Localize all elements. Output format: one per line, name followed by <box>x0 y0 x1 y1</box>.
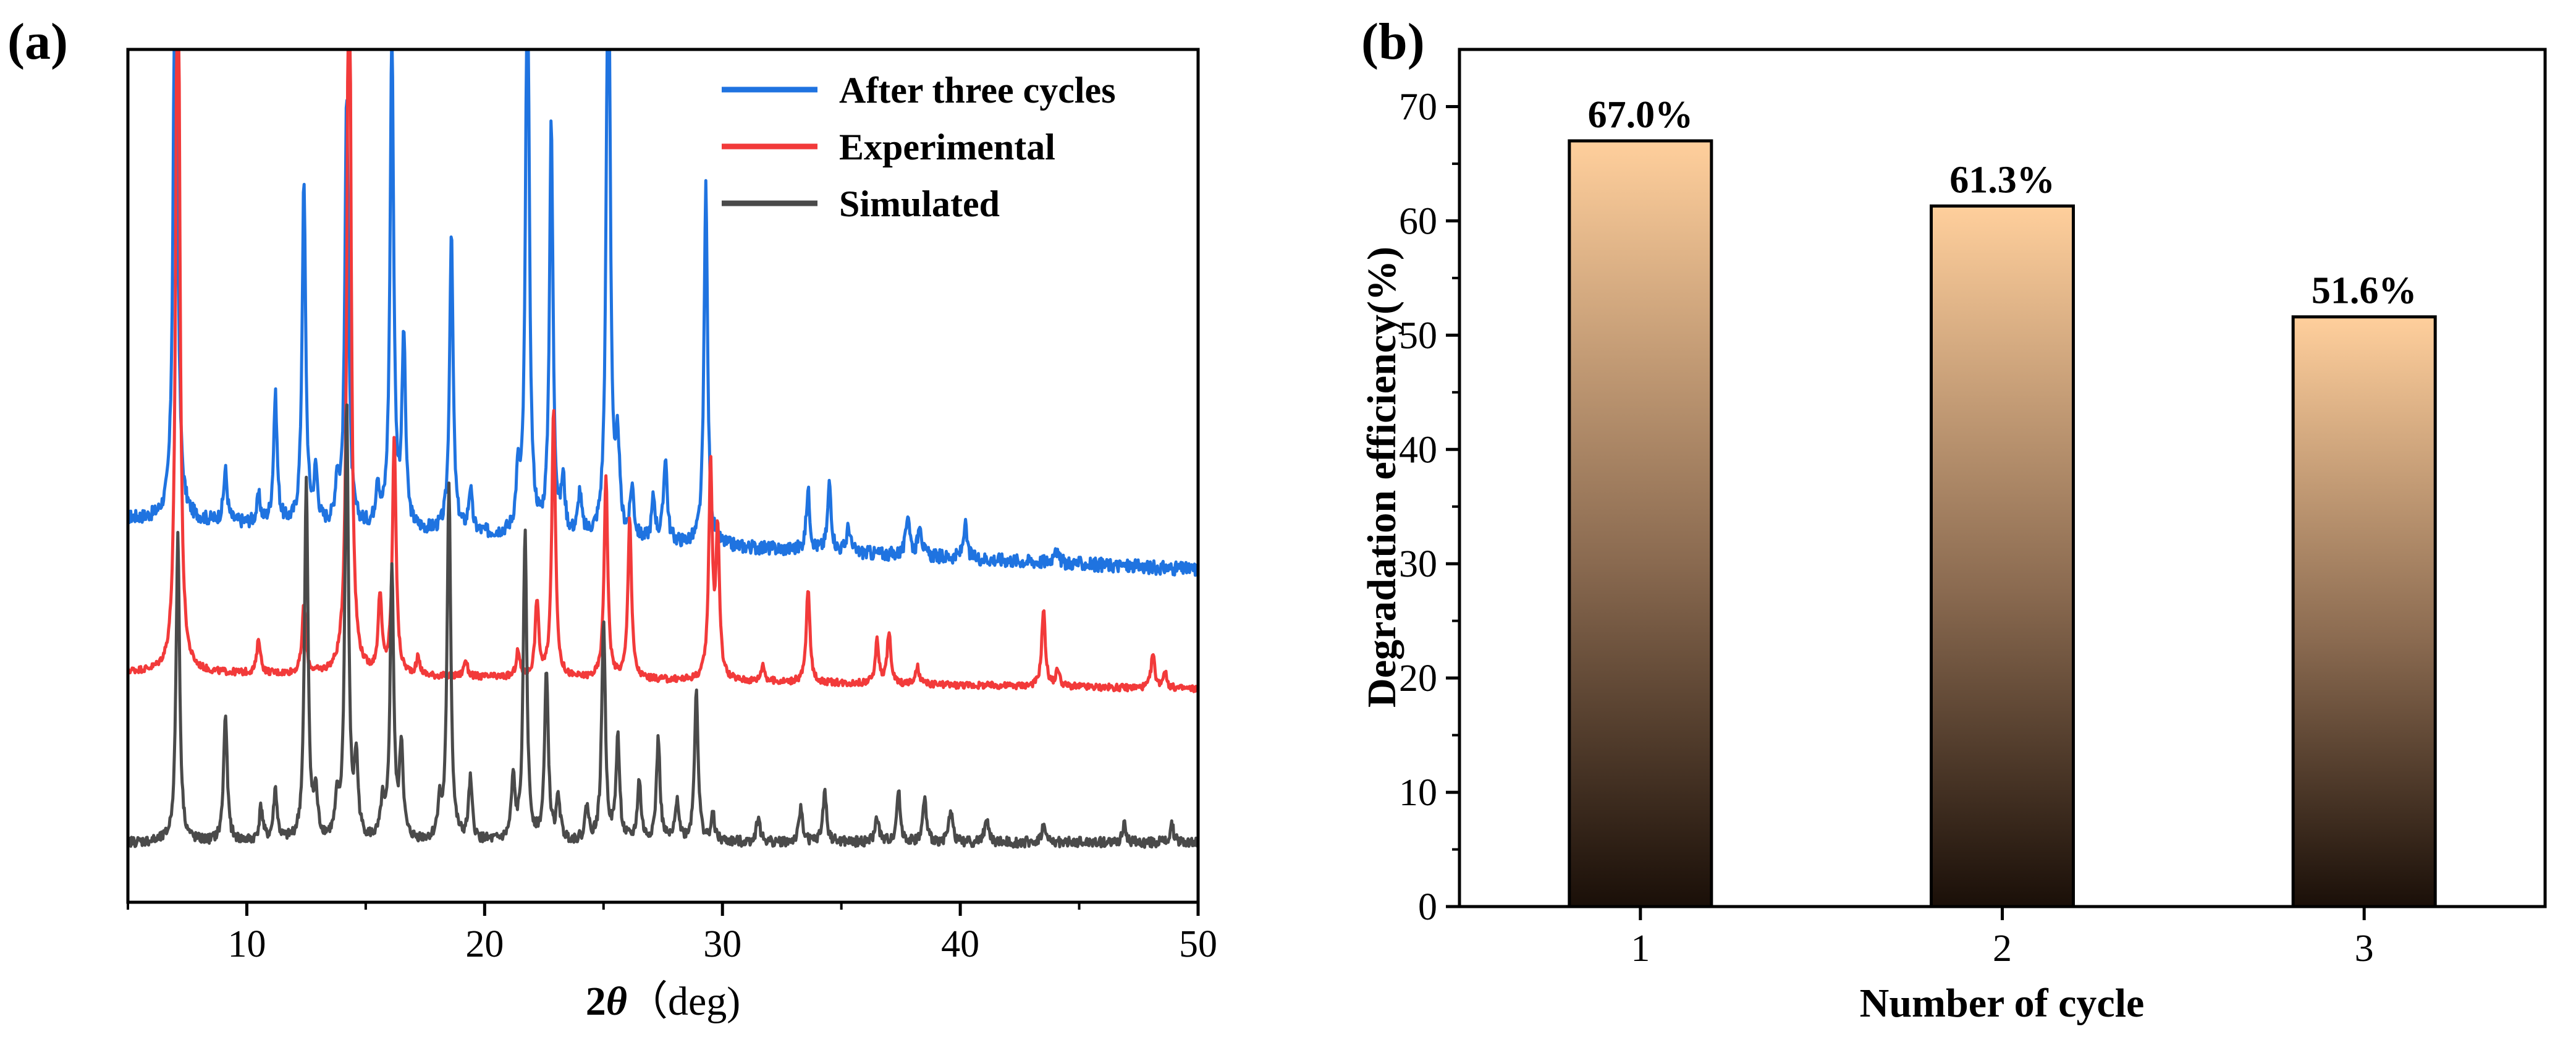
legend-label-experimental: Experimental <box>839 127 1055 167</box>
series-simulated <box>128 403 1198 849</box>
bar-cycle-2 <box>1930 204 2075 908</box>
panel-a-x-ticks: 10 20 30 40 50 <box>127 902 1217 965</box>
bar-value-label: 67.0% <box>1588 94 1694 136</box>
panel-b-bars-group: 67.0% 61.3% 51.6% <box>1568 94 2437 908</box>
y-tick-label: 40 <box>1399 429 1437 471</box>
x-tick-label: 3 <box>2355 928 2374 970</box>
y-tick-label: 0 <box>1418 886 1437 928</box>
panel-b-label: (b) <box>1361 13 1425 70</box>
x-tick-label: 40 <box>941 923 979 965</box>
series-after-three-cycles <box>128 49 1198 577</box>
x-tick-label: 50 <box>1179 923 1217 965</box>
x-tick-label: 1 <box>1631 928 1650 970</box>
panel-a-series-group <box>128 49 1198 849</box>
bar-value-label: 61.3% <box>1949 159 2055 201</box>
bar-cycle-1 <box>1568 139 1713 908</box>
panel-a-label: (a) <box>7 13 68 70</box>
y-tick-label: 70 <box>1399 86 1437 128</box>
panel-a-xrd-chart: (a) 10 20 30 40 50 2θ（deg) After three cycle… <box>7 13 1217 1024</box>
y-tick-label: 20 <box>1399 658 1437 700</box>
x-axis-title-theta: θ <box>606 979 627 1024</box>
panel-a-x-axis-title: 2θ（deg) <box>586 979 741 1024</box>
panel-b-x-axis-title: Number of cycle <box>1860 981 2145 1026</box>
legend-label-after-three-cycles: After three cycles <box>839 70 1116 111</box>
x-tick-label: 30 <box>703 923 741 965</box>
x-tick-label: 20 <box>465 923 504 965</box>
y-tick-label: 60 <box>1399 200 1437 242</box>
series-experimental <box>128 49 1198 693</box>
x-tick-label: 2 <box>1993 928 2012 970</box>
panel-b-y-axis-title: Degradation efficiency(%) <box>1359 247 1404 708</box>
y-tick-label: 50 <box>1399 315 1437 357</box>
bar-cycle-3 <box>2291 315 2437 908</box>
x-tick-label: 10 <box>227 923 266 965</box>
y-tick-label: 30 <box>1399 543 1437 585</box>
x-axis-title-unit: （deg) <box>627 979 740 1024</box>
legend-label-simulated: Simulated <box>839 184 1000 224</box>
panel-b-x-ticks: 1 2 3 <box>1631 907 2374 970</box>
panel-b-y-ticks: 0 10 20 30 40 50 60 70 <box>1399 86 1459 928</box>
panel-a-plot-frame <box>126 48 1200 904</box>
x-axis-title-prefix: 2 <box>586 979 606 1024</box>
y-tick-label: 10 <box>1399 772 1437 814</box>
panel-a-legend: After three cycles Experimental Simulate… <box>722 70 1116 224</box>
bar-value-label: 51.6% <box>2312 270 2417 312</box>
